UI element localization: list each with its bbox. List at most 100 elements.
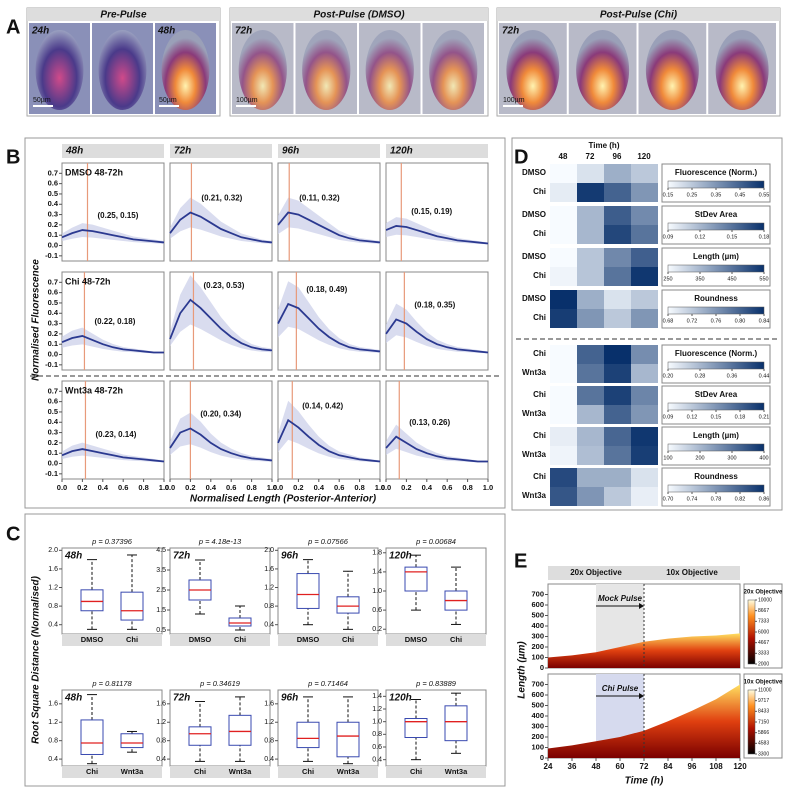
time-label: 72h <box>502 26 519 37</box>
heat-cell <box>604 290 631 309</box>
colorbar-tick-label: 300 <box>727 455 736 461</box>
category-band <box>62 634 162 646</box>
category-label: Chi <box>450 635 462 644</box>
heat-cell <box>631 290 658 309</box>
colorbar-title: 10x Objective <box>744 680 783 686</box>
category-label: Chi <box>342 635 354 644</box>
embryo <box>506 30 560 110</box>
colorbar-tick-label: 4583 <box>758 741 769 747</box>
x-tick-label: 0.8 <box>138 483 148 492</box>
heat-cell <box>550 164 577 183</box>
heat-cell <box>550 183 577 202</box>
x-tick-label: 1.0 <box>267 483 277 492</box>
x-tick-label: 0.2 <box>401 483 411 492</box>
x-tick-label: 1.0 <box>159 483 169 492</box>
p-value: p = 0.07566 <box>307 537 349 546</box>
y-tick-label: 0.0 <box>48 350 58 359</box>
legend-title: Roundness <box>694 294 738 303</box>
y-tick-label: 0.6 <box>48 179 58 188</box>
column-title: 72h <box>174 146 191 157</box>
x-tick-label: 0.6 <box>226 483 236 492</box>
y-tick-label: 0 <box>540 753 544 762</box>
spread-band <box>386 424 488 463</box>
length-area <box>548 633 740 668</box>
y-tick-label: 1.2 <box>156 719 166 726</box>
time-title: Time (h) <box>589 141 620 150</box>
x-tick-label: 84 <box>664 762 673 771</box>
y-tick-label: 0.4 <box>48 417 59 426</box>
peak-annotation: (0.14, 0.42) <box>302 401 343 410</box>
row-label: Chi <box>533 187 546 196</box>
box <box>80 719 104 755</box>
time-label: 48 <box>559 152 568 161</box>
category-label: Chi <box>302 767 314 776</box>
peak-annotation: (0.15, 0.19) <box>411 207 452 216</box>
scale-bar-label: 100µm <box>236 97 258 104</box>
embryo <box>302 30 351 110</box>
heat-cell <box>604 206 631 225</box>
row-label: DMSO <box>522 210 546 219</box>
time-label: 48h <box>157 26 175 37</box>
y-tick-label: 0.4 <box>372 757 382 764</box>
colorbar <box>667 361 765 370</box>
x-tick-label: 96 <box>688 762 697 771</box>
category-label: Wnt3a <box>229 767 252 776</box>
mean-line <box>277 302 381 353</box>
mean-line <box>169 211 273 244</box>
heat-cell <box>604 468 631 487</box>
x-tick-label: 0.0 <box>381 483 391 492</box>
colorbar-tick-label: 0.18 <box>759 234 770 240</box>
spread-band <box>278 400 380 463</box>
box <box>296 573 320 609</box>
mean-line <box>169 427 273 462</box>
frame <box>511 137 783 511</box>
x-tick-label: 24 <box>544 762 553 771</box>
heat-cell <box>550 364 577 383</box>
category-band <box>62 766 162 778</box>
heat-cell <box>577 405 604 424</box>
y-tick-label: 0.8 <box>264 603 274 610</box>
group-header <box>497 8 780 21</box>
embryo <box>429 30 478 110</box>
spread-band <box>170 197 272 244</box>
category-band <box>170 766 270 778</box>
y-tick-label: 0.7 <box>48 168 58 177</box>
y-tick-label: 1.4 <box>372 569 382 576</box>
peak-annotation: (0.23, 0.14) <box>95 430 136 439</box>
box <box>336 596 360 614</box>
colorbar <box>667 264 765 273</box>
row-label: DMSO <box>522 168 546 177</box>
colorbar-tick-label: 0.84 <box>759 318 770 324</box>
y-tick-label: 1.2 <box>372 706 382 713</box>
colorbar-title: 20x Objective <box>744 590 783 596</box>
y-tick-label: 0.6 <box>48 397 58 406</box>
colorbar-tick-label: 0.20 <box>663 373 674 379</box>
colorbar-tick-label: 0.36 <box>727 373 738 379</box>
y-tick-label: 0.6 <box>372 744 382 751</box>
plot-area <box>169 547 271 635</box>
plot-area <box>61 162 165 262</box>
y-tick-label: 1.0 <box>372 719 382 726</box>
colorbar-tick-label: 0.86 <box>759 496 770 502</box>
category-label: Chi <box>126 635 138 644</box>
category-label: DMSO <box>297 635 320 644</box>
y-tick-label: 1.2 <box>48 584 58 591</box>
x-tick-label: 48 <box>592 762 601 771</box>
pulse-label: Chi Pulse <box>602 684 639 693</box>
box <box>120 591 144 621</box>
y-tick-label: 1.6 <box>48 566 58 573</box>
colorbar <box>667 180 765 189</box>
heat-cell <box>604 164 631 183</box>
row-label: Wnt3a <box>522 491 547 500</box>
x-tick-label: 72 <box>640 762 649 771</box>
colorbar-tick-label: 200 <box>695 455 704 461</box>
colorbar-tick-label: 0.70 <box>663 496 674 502</box>
p-value: p = 4.18e-13 <box>198 537 242 546</box>
box <box>228 714 252 746</box>
x-tick-label: 0.2 <box>185 483 195 492</box>
colorbar-tick-label: 6000 <box>758 629 769 635</box>
x-tick-label: 0.6 <box>334 483 344 492</box>
row-label: Chi <box>533 431 546 440</box>
column-title: 96h <box>282 146 299 157</box>
heat-cell <box>604 248 631 267</box>
